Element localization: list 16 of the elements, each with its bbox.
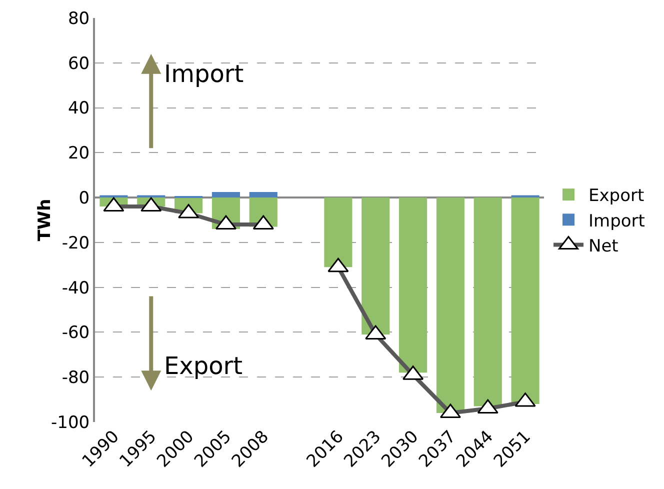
y-tick-label: -60 bbox=[62, 323, 90, 344]
y-tick-label: 80 bbox=[68, 8, 90, 29]
y-tick-label: -40 bbox=[62, 278, 90, 298]
y-tick-label: 0 bbox=[78, 188, 90, 209]
annotation: Export bbox=[164, 352, 243, 380]
legend-label: Import bbox=[588, 211, 646, 232]
y-tick-label: 20 bbox=[68, 144, 90, 164]
legend-label: Export bbox=[588, 186, 644, 206]
y-tick-label: -100 bbox=[51, 412, 90, 433]
y-tick-label: -20 bbox=[62, 233, 90, 254]
y-axis-title: TWh bbox=[35, 198, 55, 242]
annotation: Import bbox=[164, 60, 244, 88]
y-tick-label: 40 bbox=[68, 98, 90, 119]
legend-label: Net bbox=[588, 236, 619, 256]
y-tick-label: -80 bbox=[62, 368, 90, 388]
y-tick-label: 60 bbox=[68, 54, 90, 74]
